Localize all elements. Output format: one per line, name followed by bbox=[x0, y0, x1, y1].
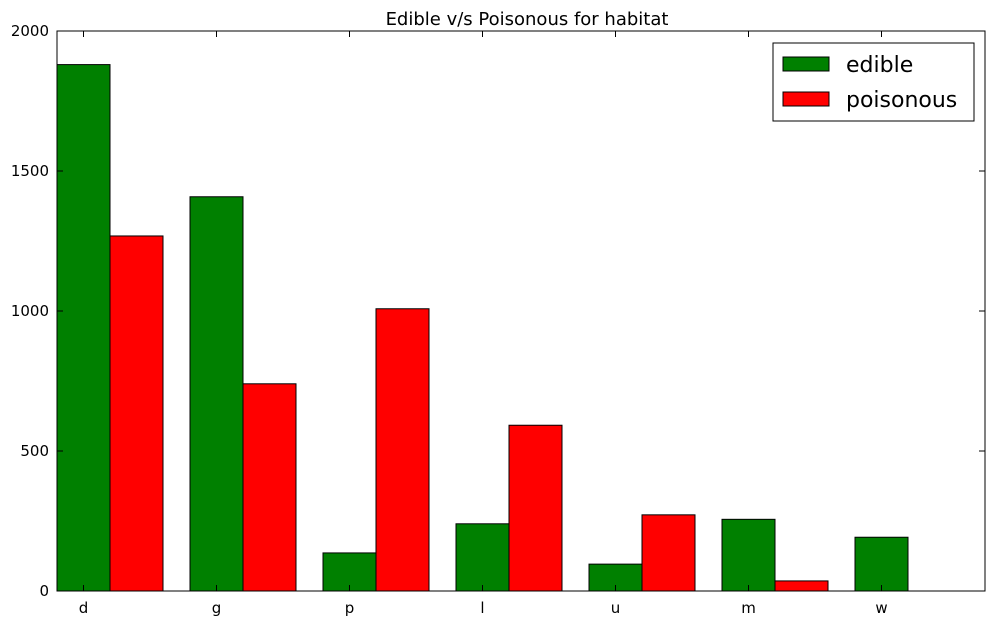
x-tick-label-u: u bbox=[611, 599, 621, 617]
bars-layer bbox=[56, 64, 909, 592]
bar-poisonous-d bbox=[109, 235, 164, 592]
x-tick-label-l: l bbox=[480, 599, 484, 617]
bar-edible-w bbox=[854, 536, 909, 592]
y-tick-label-1000: 1000 bbox=[11, 302, 49, 320]
bar-poisonous-m bbox=[774, 580, 829, 592]
legend-label-poisonous: poisonous bbox=[846, 88, 957, 113]
x-tick-label-m: m bbox=[741, 599, 756, 617]
y-tick-label-500: 500 bbox=[20, 442, 49, 460]
chart-title: Edible v/s Poisonous for habitat bbox=[386, 9, 669, 30]
x-tick-label-d: d bbox=[79, 599, 89, 617]
x-tick-label-p: p bbox=[345, 599, 355, 617]
x-tick-label-g: g bbox=[212, 599, 222, 617]
x-tick-label-w: w bbox=[875, 599, 887, 617]
bar-edible-m bbox=[721, 518, 776, 592]
bar-edible-g bbox=[189, 196, 244, 592]
bar-poisonous-l bbox=[508, 424, 563, 592]
legend-box bbox=[772, 42, 975, 122]
bar-edible-p bbox=[322, 552, 377, 592]
legend-swatch-poisonous bbox=[782, 91, 830, 107]
legend-label-edible: edible bbox=[846, 53, 913, 78]
y-tick-label-0: 0 bbox=[39, 582, 49, 600]
bar-poisonous-p bbox=[375, 308, 430, 592]
legend-swatch-edible bbox=[782, 56, 830, 72]
legend: edible poisonous bbox=[772, 42, 975, 122]
y-axis: 0 500 1000 1500 2000 bbox=[11, 22, 985, 600]
y-tick-label-1500: 1500 bbox=[11, 162, 49, 180]
bar-poisonous-g bbox=[242, 383, 297, 592]
y-tick-label-2000: 2000 bbox=[11, 22, 49, 40]
bar-poisonous-u bbox=[641, 514, 696, 592]
bar-edible-l bbox=[455, 523, 510, 592]
bar-edible-d bbox=[56, 64, 111, 592]
